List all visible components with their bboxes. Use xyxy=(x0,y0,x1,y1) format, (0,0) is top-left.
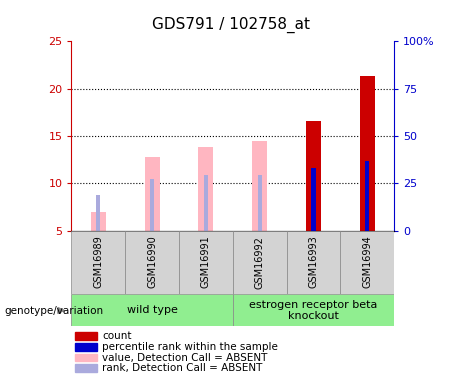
Bar xyxy=(75,332,97,340)
Text: count: count xyxy=(102,331,132,341)
Text: GSM16994: GSM16994 xyxy=(362,236,372,288)
Bar xyxy=(150,178,154,231)
Bar xyxy=(71,231,125,294)
Bar xyxy=(204,175,208,231)
Bar xyxy=(75,354,97,362)
Text: value, Detection Call = ABSENT: value, Detection Call = ABSENT xyxy=(102,352,268,363)
Text: GSM16993: GSM16993 xyxy=(308,236,319,288)
Text: genotype/variation: genotype/variation xyxy=(5,306,104,315)
Bar xyxy=(145,157,160,231)
Bar xyxy=(198,147,213,231)
Text: GSM16989: GSM16989 xyxy=(93,236,103,288)
Bar xyxy=(233,294,394,326)
Bar xyxy=(258,175,262,231)
Bar xyxy=(179,231,233,294)
Bar xyxy=(96,195,100,231)
Text: GSM16990: GSM16990 xyxy=(147,236,157,288)
Bar xyxy=(287,231,340,294)
Text: rank, Detection Call = ABSENT: rank, Detection Call = ABSENT xyxy=(102,363,263,374)
Bar xyxy=(71,294,233,326)
Bar xyxy=(311,168,316,231)
Text: GDS791 / 102758_at: GDS791 / 102758_at xyxy=(152,17,309,33)
Bar xyxy=(233,231,287,294)
Bar xyxy=(91,211,106,231)
Bar xyxy=(360,76,375,231)
Bar xyxy=(252,141,267,231)
Text: GSM16992: GSM16992 xyxy=(254,236,265,289)
Bar xyxy=(125,231,179,294)
Text: wild type: wild type xyxy=(127,305,177,315)
Bar xyxy=(75,364,97,372)
Text: estrogen receptor beta
knockout: estrogen receptor beta knockout xyxy=(249,300,378,321)
Bar xyxy=(75,343,97,351)
Bar xyxy=(306,121,321,231)
Bar xyxy=(365,160,369,231)
Text: percentile rank within the sample: percentile rank within the sample xyxy=(102,342,278,352)
Bar xyxy=(340,231,394,294)
Text: GSM16991: GSM16991 xyxy=(201,236,211,288)
